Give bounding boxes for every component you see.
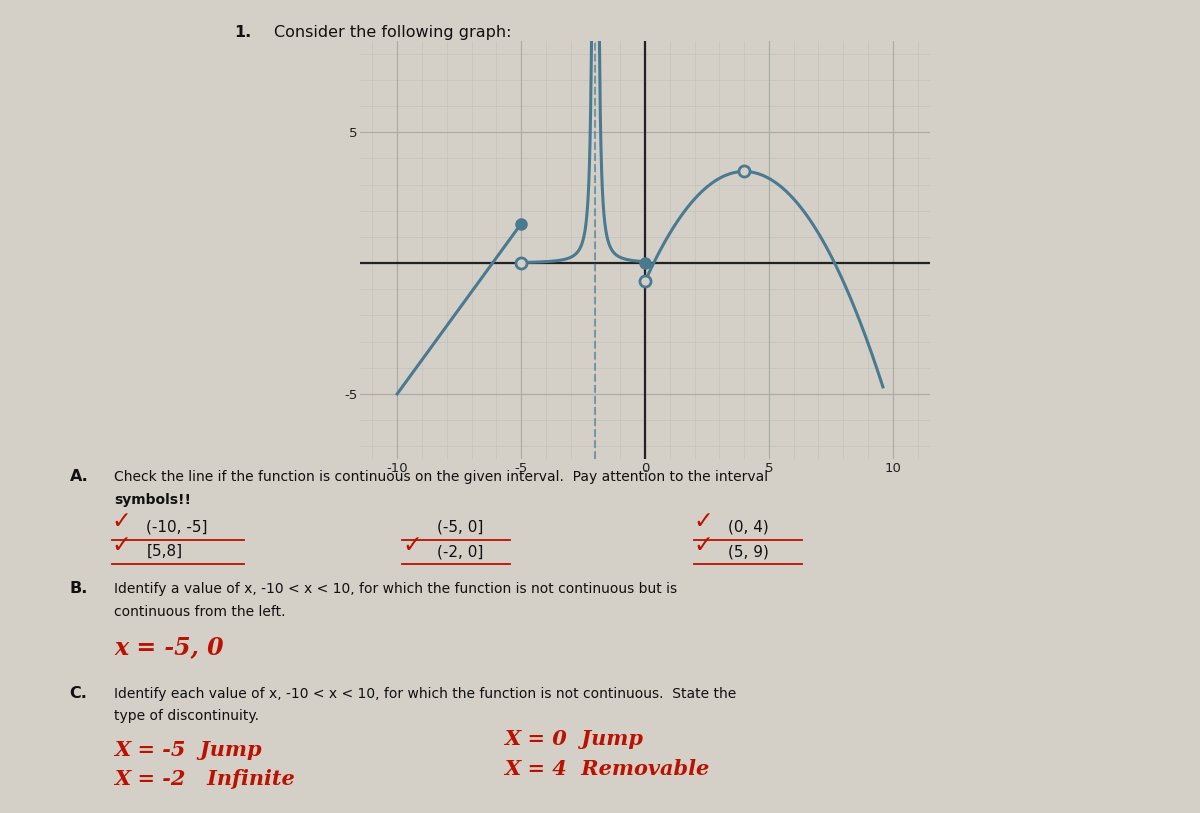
Text: Consider the following graph:: Consider the following graph: <box>274 25 511 41</box>
Text: (-2, 0]: (-2, 0] <box>437 544 484 559</box>
Text: 1.: 1. <box>234 25 251 41</box>
Text: x = -5, 0: x = -5, 0 <box>114 636 223 659</box>
Text: ✓: ✓ <box>112 509 131 533</box>
Text: continuous from the left.: continuous from the left. <box>114 605 286 620</box>
Text: X = -5  Jump: X = -5 Jump <box>114 740 262 760</box>
Text: type of discontinuity.: type of discontinuity. <box>114 709 259 724</box>
Text: X = -2   Infinite: X = -2 Infinite <box>114 768 295 789</box>
Text: Identify a value of x, -10 < x < 10, for which the function is not continuous bu: Identify a value of x, -10 < x < 10, for… <box>114 582 677 597</box>
Text: (5, 9): (5, 9) <box>728 544 769 559</box>
Text: Check the line if the function is continuous on the given interval.  Pay attenti: Check the line if the function is contin… <box>114 470 768 485</box>
Text: Identify each value of x, -10 < x < 10, for which the function is not continuous: Identify each value of x, -10 < x < 10, … <box>114 686 737 701</box>
Text: ✓: ✓ <box>402 533 421 557</box>
Text: symbols!!: symbols!! <box>114 493 191 507</box>
Text: C.: C. <box>70 685 88 701</box>
Text: X = 4  Removable: X = 4 Removable <box>504 759 709 779</box>
Text: ✓: ✓ <box>694 509 713 533</box>
Text: A.: A. <box>70 469 89 485</box>
Text: (-10, -5]: (-10, -5] <box>146 520 208 535</box>
Text: (-5, 0]: (-5, 0] <box>437 520 484 535</box>
Text: ✓: ✓ <box>112 533 131 557</box>
Text: B.: B. <box>70 581 88 597</box>
Text: (0, 4): (0, 4) <box>728 520 769 535</box>
Text: ✓: ✓ <box>694 533 713 557</box>
Text: X = 0  Jump: X = 0 Jump <box>504 728 643 749</box>
Text: [5,8]: [5,8] <box>146 544 182 559</box>
